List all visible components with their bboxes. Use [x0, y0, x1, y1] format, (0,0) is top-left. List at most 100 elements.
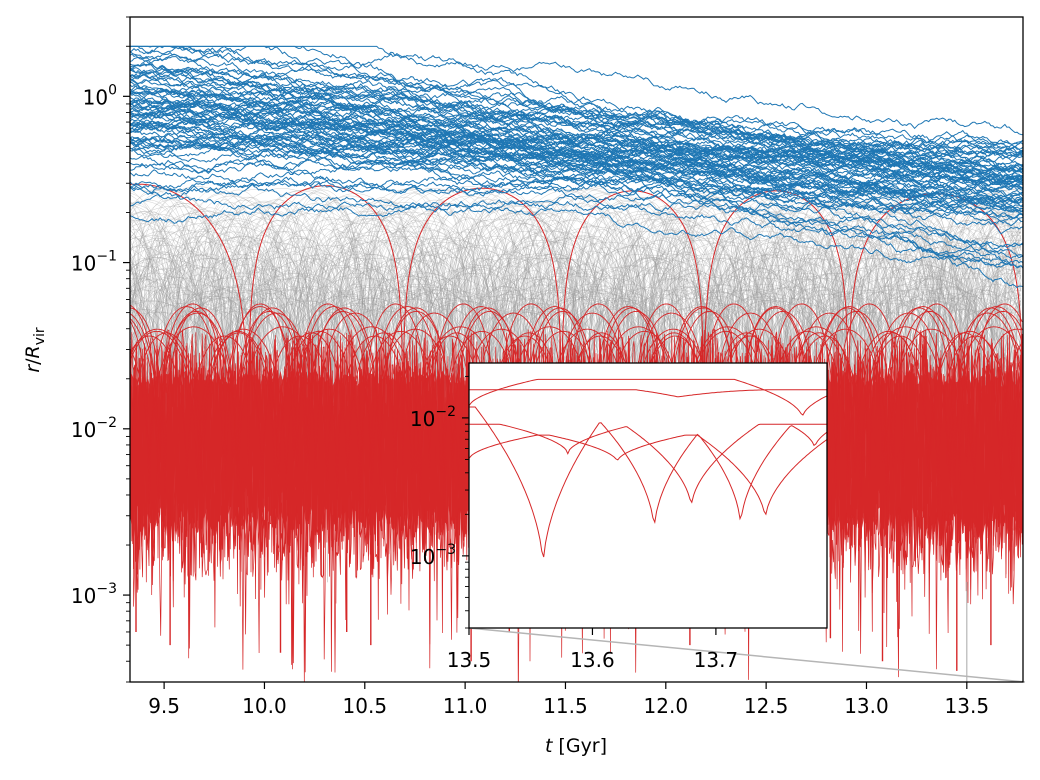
gray-orbit-line	[130, 251, 1022, 502]
red-medium-orbit-line	[130, 326, 1023, 509]
x-tick-label: 13.5	[945, 694, 990, 718]
gray-orbit-line	[130, 186, 1022, 450]
red-medium-orbit-line	[130, 328, 1023, 508]
inset-orbit-2-line	[469, 389, 827, 398]
gray-orbit-line	[130, 308, 1022, 524]
gray-orbit-line	[130, 211, 1022, 466]
y-tick-label: 100	[83, 82, 117, 109]
gray-orbit-line	[130, 264, 1022, 541]
x-tick-label: 12.0	[644, 694, 689, 718]
gray-orbit-line	[130, 240, 1022, 501]
red-large-orbit-line	[130, 183, 1023, 466]
gray-orbit-line	[130, 202, 1021, 466]
blue-track-line	[130, 74, 1023, 269]
inset-x-tick-label: 13.5	[447, 648, 492, 672]
gray-orbit-line	[130, 293, 1022, 526]
gray-orbit-line	[130, 228, 1022, 434]
gray-orbit-line	[130, 289, 1022, 464]
gray-orbit-line	[130, 212, 1022, 437]
inset-plot-area: 13.5 13.6 13.7 10−3 10−2	[410, 362, 828, 672]
red-medium-orbit-line	[130, 307, 1023, 503]
gray-orbit-line	[130, 235, 1022, 442]
gray-orbit-line	[130, 258, 1022, 465]
blue-track-line	[130, 129, 1023, 201]
gray-orbit-line	[130, 286, 1022, 453]
gray-orbit-line	[130, 289, 1022, 529]
inset-x-ticks: 13.5 13.6 13.7	[447, 628, 738, 672]
gray-orbit-line	[130, 253, 1022, 430]
blue-track-line	[130, 118, 889, 154]
gray-orbit-line	[130, 220, 1022, 469]
gray-orbit-line	[130, 231, 1022, 456]
gray-orbit-line	[130, 219, 1022, 465]
inset-x-tick-label: 13.7	[694, 648, 739, 672]
gray-orbit-line	[130, 216, 1022, 464]
gray-orbit-line	[130, 229, 1022, 465]
gray-orbit-line	[130, 235, 1022, 427]
gray-orbit-line	[130, 257, 1022, 501]
blue-track-line	[130, 55, 1023, 179]
blue-track-line	[130, 134, 1023, 176]
gray-orbit-line	[130, 196, 1022, 437]
gray-orbit-line	[130, 278, 1022, 461]
red-medium-orbit-line	[130, 310, 1023, 506]
blue-track-line	[130, 138, 1008, 262]
gray-orbit-line	[130, 277, 1022, 442]
gray-orbit-line	[130, 276, 1022, 492]
gray-orbit-line	[130, 266, 1022, 474]
blue-track-line	[130, 140, 1023, 212]
x-tick-label: 11.5	[543, 694, 588, 718]
gray-orbit-line	[130, 269, 1022, 446]
gray-orbit-line	[130, 293, 1022, 454]
blue-track-line	[130, 105, 1023, 189]
x-tick-label: 10.5	[343, 694, 388, 718]
gray-orbit-line	[130, 237, 1022, 454]
inset-x-tick-label: 13.6	[570, 648, 615, 672]
blue-track-line	[130, 65, 1023, 159]
main-y-ticks: 10−3 10−2 10−1 100	[71, 16, 130, 683]
gray-orbit-line	[130, 310, 1022, 428]
blue-track-line	[130, 176, 1023, 224]
blue-track-line	[130, 97, 1023, 154]
x-tick-label: 13.0	[844, 694, 889, 718]
x-tick-label: 12.5	[744, 694, 789, 718]
x-tick-label: 10.0	[242, 694, 287, 718]
x-axis-label: t [Gyr]	[545, 735, 607, 757]
blue-track-line	[130, 59, 1023, 154]
gray-orbit-line	[130, 190, 1022, 419]
inset-axes-background	[469, 363, 827, 628]
y-tick-label: 10−1	[71, 249, 117, 276]
y-tick-label: 10−2	[71, 415, 117, 442]
gray-orbit-line	[130, 289, 1022, 453]
blue-track-line	[130, 90, 1023, 259]
blue-track-line	[130, 45, 1023, 171]
gray-orbit-line	[130, 271, 1022, 456]
gray-orbit-line	[130, 257, 1022, 465]
blue-track-line	[130, 132, 1023, 170]
gray-orbit-line	[130, 247, 1022, 441]
gray-orbit-line	[130, 200, 1022, 447]
gray-orbit-line	[130, 253, 1022, 473]
gray-orbit-line	[130, 289, 1022, 444]
blue-track-line	[130, 181, 1023, 267]
gray-orbit-line	[130, 252, 1022, 424]
y-tick-label: 10−3	[71, 581, 117, 608]
gray-orbit-line	[130, 272, 1022, 468]
blue-track-line	[130, 160, 1023, 223]
gray-orbit-line	[130, 211, 1022, 446]
gray-orbit-line	[130, 239, 1022, 505]
inset-axes-frame	[468, 362, 828, 629]
gray-orbit-line	[130, 237, 1022, 463]
blue-track-line	[130, 119, 1023, 178]
inset-orbit-4-line	[469, 423, 827, 504]
gray-orbit-line	[130, 211, 1022, 426]
inset-y-tick-label: 10−2	[410, 404, 456, 431]
gray-orbit-line	[130, 188, 1022, 419]
blue-track-line	[130, 139, 1023, 223]
gray-orbit-line	[130, 207, 1022, 509]
series-blue-tracks	[130, 45, 1023, 289]
gray-orbit-line	[130, 220, 1022, 434]
gray-orbit-line	[130, 231, 1022, 449]
gray-orbit-line	[130, 278, 1022, 476]
